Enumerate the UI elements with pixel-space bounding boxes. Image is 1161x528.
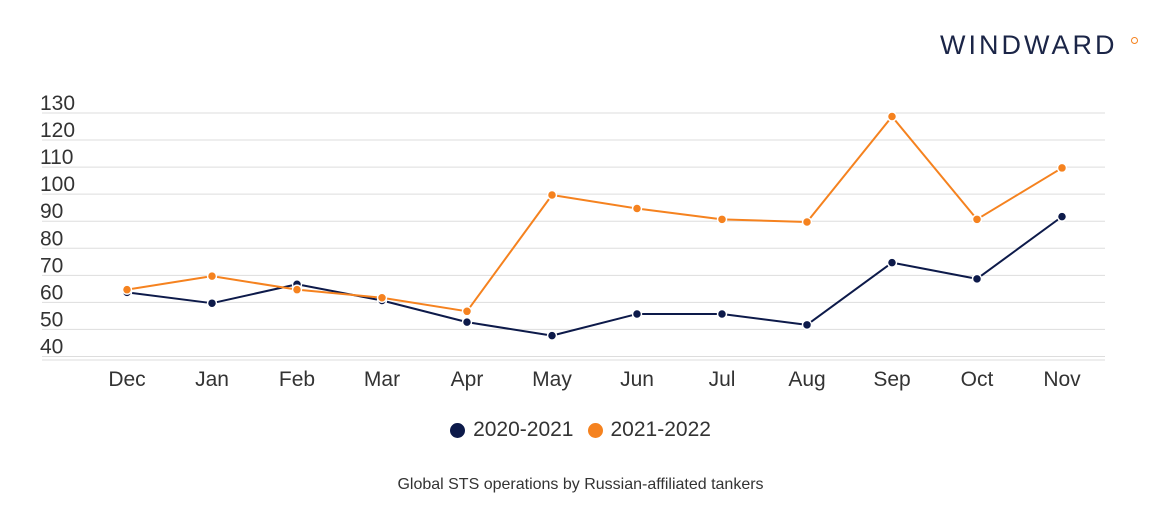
data-point[interactable]: [631, 308, 643, 320]
data-point[interactable]: [121, 284, 133, 295]
x-tick-label: May: [532, 368, 572, 391]
legend-item-series-1[interactable]: 2020-2021: [450, 418, 574, 442]
x-tick-label: Jul: [709, 368, 736, 391]
series-lines: [121, 111, 1068, 341]
data-point[interactable]: [461, 316, 473, 328]
line-chart: 40 50 60 70 80 90 100 110 120 130 Dec Jan Feb Mar Apr…: [40, 92, 1105, 391]
data-point[interactable]: [801, 216, 813, 228]
legend-item-series-2[interactable]: 2021-2022: [587, 418, 711, 442]
legend-label: 2020-2021: [473, 418, 574, 441]
windward-logo: WINDWARD: [940, 30, 1118, 60]
data-point[interactable]: [206, 297, 218, 309]
y-axis-ticks: 40 50 60 70 80 90 100 110 120 130: [40, 92, 75, 358]
x-tick-label: Nov: [1043, 368, 1081, 391]
y-tick-label: 120: [40, 119, 75, 142]
y-tick-label: 40: [40, 335, 63, 358]
y-tick-label: 50: [40, 308, 63, 331]
x-tick-label: Jan: [195, 368, 229, 391]
legend: 2020-2021 2021-2022: [0, 418, 1161, 442]
data-point[interactable]: [631, 203, 643, 214]
data-point[interactable]: [716, 308, 728, 320]
y-tick-label: 70: [40, 254, 63, 277]
x-axis-ticks: Dec Jan Feb Mar Apr May Jun Jul Aug Sep Oct Nov: [108, 368, 1081, 391]
logo-circle-mark-icon: [1131, 37, 1138, 44]
legend-dot-icon: [450, 422, 466, 438]
series-line: [126, 115, 1063, 313]
legend-label: 2021-2022: [610, 418, 711, 441]
chart-caption: Global STS operations by Russian-affilia…: [397, 476, 764, 493]
x-tick-label: Feb: [279, 368, 315, 391]
y-tick-label: 130: [40, 92, 75, 115]
y-tick-label: 100: [40, 173, 75, 196]
data-point[interactable]: [291, 284, 303, 295]
data-point[interactable]: [716, 214, 728, 225]
x-tick-label: Jun: [620, 368, 654, 391]
data-point[interactable]: [886, 111, 898, 122]
data-point[interactable]: [801, 319, 813, 331]
data-point[interactable]: [546, 330, 558, 341]
data-point[interactable]: [971, 214, 983, 225]
x-tick-label: Mar: [364, 368, 400, 391]
y-tick-label: 60: [40, 281, 63, 304]
gridlines: [42, 112, 1105, 361]
y-tick-label: 90: [40, 200, 63, 223]
data-point[interactable]: [206, 270, 218, 282]
x-tick-label: Aug: [788, 368, 825, 391]
data-point[interactable]: [376, 292, 388, 304]
data-point[interactable]: [546, 189, 558, 201]
x-tick-label: Dec: [108, 368, 145, 391]
data-point[interactable]: [1056, 162, 1068, 174]
data-point[interactable]: [461, 306, 473, 317]
x-tick-label: Apr: [451, 368, 484, 391]
legend-dot-icon: [587, 422, 603, 438]
x-tick-label: Oct: [961, 368, 994, 391]
data-point[interactable]: [886, 257, 898, 268]
y-tick-label: 110: [40, 146, 73, 169]
data-point[interactable]: [971, 273, 983, 285]
x-tick-label: Sep: [873, 368, 910, 391]
y-tick-label: 80: [40, 227, 63, 250]
series-line: [126, 215, 1063, 337]
data-point[interactable]: [1056, 211, 1068, 222]
